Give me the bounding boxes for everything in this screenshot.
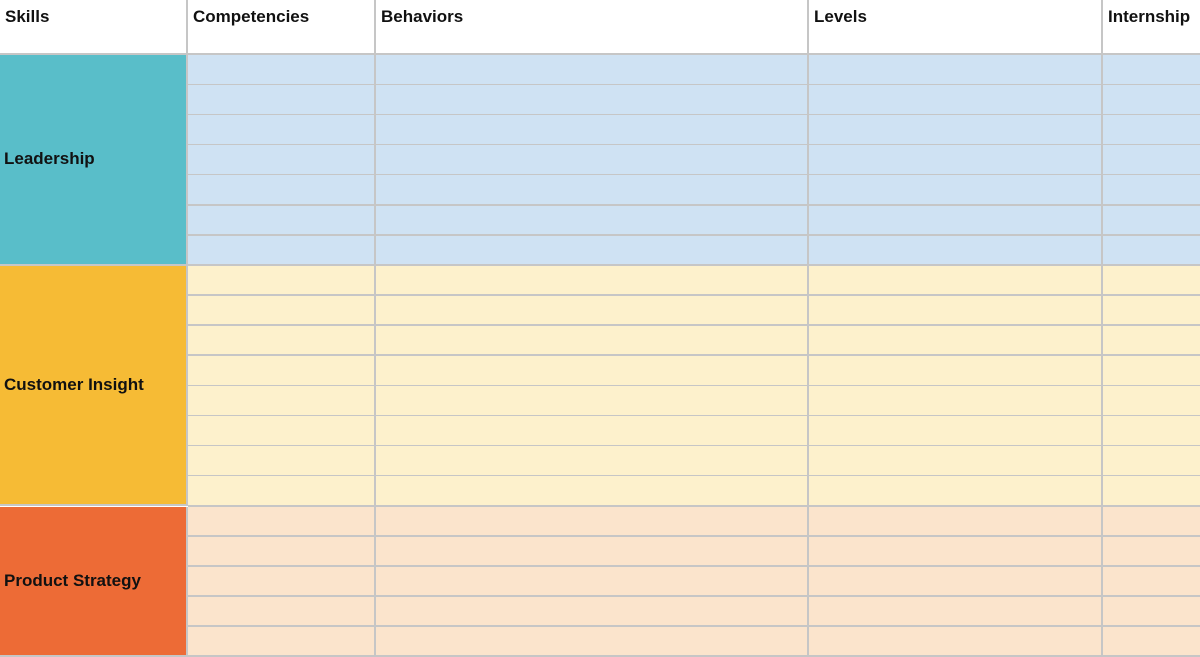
- table-cell[interactable]: [376, 206, 809, 237]
- table-cell[interactable]: [376, 476, 809, 507]
- table-cell[interactable]: [809, 85, 1103, 116]
- skill-cell-customer-insight[interactable]: Customer Insight: [0, 266, 188, 507]
- table-cell[interactable]: [188, 266, 376, 297]
- table-cell[interactable]: [376, 356, 809, 387]
- table-cell[interactable]: [1103, 356, 1200, 387]
- table-cell[interactable]: [1103, 115, 1200, 146]
- table-cell[interactable]: [376, 236, 809, 267]
- table-cell[interactable]: [1103, 55, 1200, 86]
- table-cell[interactable]: [188, 416, 376, 447]
- table-cell[interactable]: [376, 537, 809, 568]
- column-header-levels[interactable]: Levels: [809, 0, 1103, 55]
- table-cell[interactable]: [809, 356, 1103, 387]
- table-cell[interactable]: [809, 206, 1103, 237]
- table-cell[interactable]: [376, 627, 809, 657]
- table-cell[interactable]: [188, 115, 376, 146]
- table-cell[interactable]: [809, 597, 1103, 628]
- table-cell[interactable]: [809, 567, 1103, 598]
- table-cell[interactable]: [188, 175, 376, 206]
- table-cell[interactable]: [1103, 567, 1200, 598]
- table-cell[interactable]: [376, 386, 809, 417]
- table-cell[interactable]: [188, 386, 376, 417]
- table-cell[interactable]: [376, 567, 809, 598]
- table-cell[interactable]: [188, 85, 376, 116]
- table-cell[interactable]: [809, 266, 1103, 297]
- table-cell[interactable]: [188, 55, 376, 86]
- table-cell[interactable]: [188, 537, 376, 568]
- table-cell[interactable]: [188, 446, 376, 477]
- table-cell[interactable]: [1103, 145, 1200, 176]
- table-cell[interactable]: [188, 597, 376, 628]
- table-cell[interactable]: [1103, 236, 1200, 267]
- column-header-skills[interactable]: Skills: [0, 0, 188, 55]
- skill-label: Customer Insight: [4, 375, 144, 395]
- table-cell[interactable]: [376, 266, 809, 297]
- table-cell[interactable]: [188, 296, 376, 327]
- table-cell[interactable]: [376, 416, 809, 447]
- table-cell[interactable]: [809, 326, 1103, 357]
- table-cell[interactable]: [376, 85, 809, 116]
- table-cell[interactable]: [809, 507, 1103, 538]
- table-cell[interactable]: [1103, 537, 1200, 568]
- table-cell[interactable]: [188, 476, 376, 507]
- table-cell[interactable]: [188, 627, 376, 657]
- table-cell[interactable]: [809, 446, 1103, 477]
- skill-cell-product-strategy[interactable]: Product Strategy: [0, 507, 188, 657]
- skill-cell-leadership[interactable]: Leadership: [0, 55, 188, 266]
- table-cell[interactable]: [809, 55, 1103, 86]
- table-cell[interactable]: [188, 206, 376, 237]
- table-cell[interactable]: [376, 296, 809, 327]
- table-cell[interactable]: [188, 507, 376, 538]
- table-cell[interactable]: [1103, 597, 1200, 628]
- table-cell[interactable]: [809, 386, 1103, 417]
- column-header-internship[interactable]: Internship: [1103, 0, 1200, 55]
- table-cell[interactable]: [188, 145, 376, 176]
- table-cell[interactable]: [1103, 85, 1200, 116]
- table-cell[interactable]: [376, 55, 809, 86]
- table-cell[interactable]: [1103, 446, 1200, 477]
- table-cell[interactable]: [809, 537, 1103, 568]
- table-cell[interactable]: [1103, 175, 1200, 206]
- skill-label: Leadership: [4, 149, 95, 169]
- table-cell[interactable]: [809, 476, 1103, 507]
- table-cell[interactable]: [809, 416, 1103, 447]
- table-cell[interactable]: [1103, 266, 1200, 297]
- table-cell[interactable]: [809, 145, 1103, 176]
- skill-label: Product Strategy: [4, 571, 141, 591]
- table-cell[interactable]: [188, 326, 376, 357]
- column-header-behaviors[interactable]: Behaviors: [376, 0, 809, 55]
- table-cell[interactable]: [188, 236, 376, 267]
- table-cell[interactable]: [376, 597, 809, 628]
- table-cell[interactable]: [376, 175, 809, 206]
- table-cell[interactable]: [1103, 627, 1200, 657]
- table-cell[interactable]: [376, 326, 809, 357]
- table-cell[interactable]: [188, 567, 376, 598]
- table-cell[interactable]: [809, 296, 1103, 327]
- table-cell[interactable]: [1103, 476, 1200, 507]
- table-cell[interactable]: [1103, 206, 1200, 237]
- table-cell[interactable]: [188, 356, 376, 387]
- table-cell[interactable]: [376, 446, 809, 477]
- table-cell[interactable]: [1103, 296, 1200, 327]
- table-cell[interactable]: [809, 627, 1103, 657]
- table-cell[interactable]: [1103, 507, 1200, 538]
- table-cell[interactable]: [1103, 416, 1200, 447]
- table-cell[interactable]: [1103, 326, 1200, 357]
- table-cell[interactable]: [1103, 386, 1200, 417]
- table-cell[interactable]: [376, 115, 809, 146]
- table-cell[interactable]: [809, 236, 1103, 267]
- table-cell[interactable]: [809, 115, 1103, 146]
- table-cell[interactable]: [809, 175, 1103, 206]
- table-cell[interactable]: [376, 507, 809, 538]
- column-header-competencies[interactable]: Competencies: [188, 0, 376, 55]
- table-cell[interactable]: [376, 145, 809, 176]
